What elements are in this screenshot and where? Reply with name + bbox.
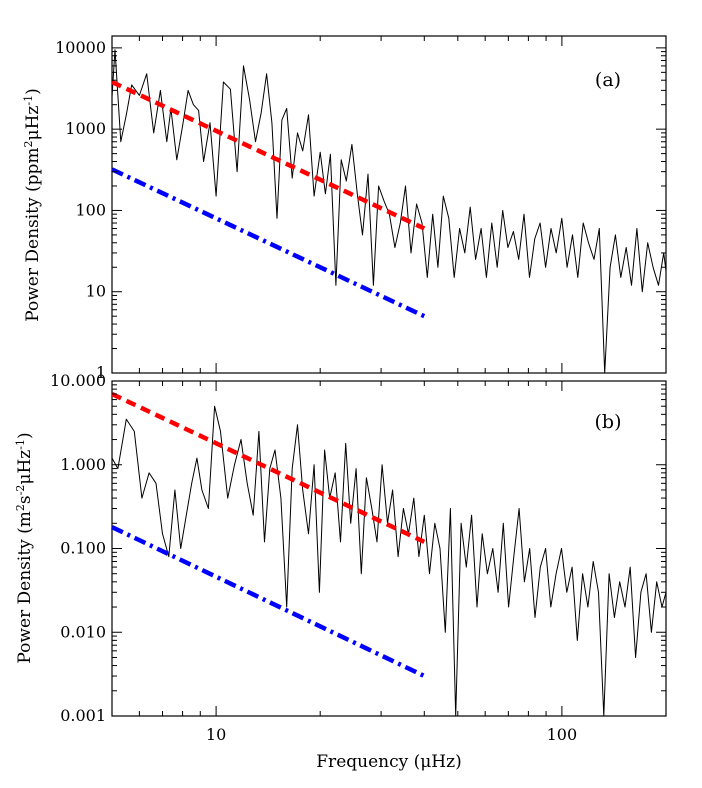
panel-b-y-tick-label: 0.100 — [60, 539, 106, 558]
panel-a-series-dashdot-2 — [111, 167, 426, 319]
panel-a-y-tick-label: 100 — [75, 200, 106, 219]
x-axis-label: Frequency (μHz) — [316, 752, 461, 772]
panel-b-series-dashdot-2 — [111, 525, 426, 679]
panel-a: 1 10 100 1000 10000 (a) Power Density (ppm2μ… — [22, 35, 667, 382]
panel-b: 0.001 0.010 0.100 1.000 10.000 10 100 (b) Powe… — [14, 371, 667, 772]
panel-b-label: (b) — [595, 411, 622, 433]
panel-b-ylabel: Power Density (m2s-2μHz-1) — [14, 432, 35, 663]
panel-a-frame — [111, 35, 667, 374]
panel-a-y-tick-label: 1 — [96, 363, 106, 382]
panel-b-series-group — [111, 391, 667, 717]
panel-b-y-tick-label: 10.000 — [50, 371, 106, 390]
panel-a-series-solid-0 — [111, 49, 667, 374]
panel-b-y-tick-label: 0.001 — [60, 706, 106, 725]
panel-b-frame — [111, 380, 667, 717]
panel-b-series-dashed-1 — [111, 391, 426, 544]
panel-b-series-solid-0 — [111, 405, 667, 717]
panel-a-ylabel: Power Density (ppm2μHz-1) — [22, 88, 43, 322]
x-tick-label: 100 — [547, 725, 578, 744]
panel-a-y-tick-label: 10000 — [55, 38, 106, 57]
panel-a-label: (a) — [595, 69, 621, 91]
panel-a-series-dashed-1 — [111, 79, 426, 231]
panel-a-series-group — [111, 49, 667, 374]
panel-b-ticks-group: 0.001 0.010 0.100 1.000 10.000 10 100 — [50, 371, 667, 744]
panel-a-y-tick-label: 10 — [86, 282, 106, 301]
panel-b-y-tick-label: 0.010 — [60, 622, 106, 641]
panel-a-ticks-group: 1 10 100 1000 10000 — [55, 36, 667, 382]
x-tick-label: 10 — [206, 725, 226, 744]
panel-a-y-tick-label: 1000 — [65, 119, 106, 138]
panel-b-y-tick-label: 1.000 — [60, 455, 106, 474]
